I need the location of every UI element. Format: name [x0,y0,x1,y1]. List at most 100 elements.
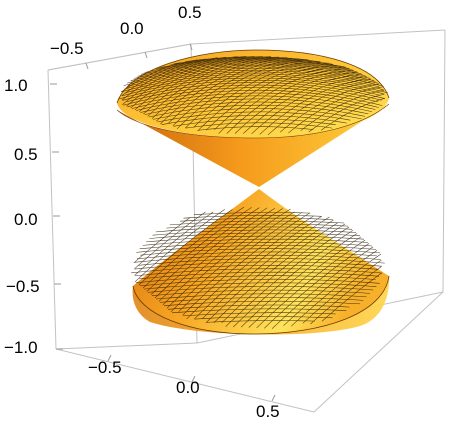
mesh-line [167,304,350,310]
mesh-line [180,217,333,222]
mesh-line [157,111,351,123]
mesh-line [143,282,377,290]
mesh-line [142,206,245,289]
z-axis-ticks: 1.0 0.5 0.0 −0.5 −1.0 [4,76,40,357]
tick-mark [271,394,276,402]
mesh-line [123,87,379,106]
mesh-line [267,81,376,136]
mesh-line [127,89,383,108]
mesh-line [125,75,388,94]
mesh-line [148,104,366,118]
tick-label: 0.5 [256,402,280,421]
mesh-line [120,73,384,93]
mesh-line [288,86,384,134]
mesh-line [320,98,385,131]
mesh-line [193,62,329,128]
mesh-line [134,56,247,111]
mesh-line [221,223,346,324]
mesh-line [283,250,378,326]
double-cone-surface [116,49,390,335]
tick-label: 0.0 [14,210,38,229]
mesh-line [144,60,353,73]
mesh-line [134,209,225,283]
mesh-line [155,293,367,300]
mesh-line [279,83,380,133]
mesh-line [118,79,381,100]
mesh-line [140,98,372,113]
tick-marks [50,43,276,402]
mesh-line [123,68,379,86]
tick-label: −0.5 [50,39,84,58]
mesh-line [156,57,288,122]
x-axis-ticks: −0.5 0.0 0.5 [88,358,280,421]
upper-cone [117,104,389,187]
mesh-line [214,66,346,131]
upper-mesh [118,56,388,136]
mesh-line [159,297,364,303]
mesh-line [197,126,314,131]
mesh-line [310,266,382,325]
mesh-line [271,246,374,329]
mesh-line [291,253,382,327]
mesh-line [131,265,379,274]
mesh-line [161,115,347,125]
mesh-line [151,289,370,296]
mesh-line [169,220,345,226]
mesh-line [182,212,311,316]
mesh-line [146,235,365,243]
tick-label: 0.0 [176,378,200,397]
mesh-line [302,259,382,324]
tick-mark [144,51,148,59]
tick-label: 0.5 [178,3,202,22]
mesh-line [136,245,377,253]
mesh-line [133,254,381,263]
mesh-line [218,68,350,134]
tick-label: 0.0 [120,19,144,38]
mesh-line [146,207,252,292]
tick-label: 1.0 [4,76,28,95]
tick-label: 0.5 [14,145,38,164]
mesh-line [205,65,338,131]
plot-box-front [47,43,444,413]
mesh-line [173,118,336,127]
mesh-line [155,226,353,233]
mesh-line [251,76,367,135]
mesh-line [122,82,386,101]
mesh-line [259,78,372,135]
mesh-line [171,308,347,314]
mesh-line [321,272,383,322]
mesh-line [166,208,291,309]
mesh-line [140,61,358,75]
mesh-line [126,84,382,102]
tick-mark [191,375,196,383]
mesh-line [163,300,361,307]
mesh-line [135,275,376,284]
tick-mark [107,354,112,362]
lower-cone [133,189,389,334]
mesh-line [137,258,385,266]
mesh-line [194,316,333,320]
mesh-line [213,222,338,323]
mesh-line [226,70,355,134]
mesh-line [134,63,366,79]
mesh-line [135,268,383,277]
mesh-line [121,58,206,101]
mesh-line [160,57,292,125]
mesh-line [186,215,315,320]
tick-label: −0.5 [6,277,40,296]
top-axis-ticks: −0.5 0.0 0.5 [50,3,202,58]
mesh-line [300,90,385,132]
mesh-line [264,243,370,329]
mesh-line [131,92,379,109]
mesh-line [152,229,357,236]
tick-mark [189,43,193,51]
mesh-line [142,238,369,246]
tick-mark [85,62,89,70]
mesh-line [144,101,369,115]
mesh-line [205,320,315,323]
mesh-line [243,74,363,134]
mesh-line [248,236,362,328]
lower-mesh [131,206,385,329]
mesh-line [143,56,263,115]
